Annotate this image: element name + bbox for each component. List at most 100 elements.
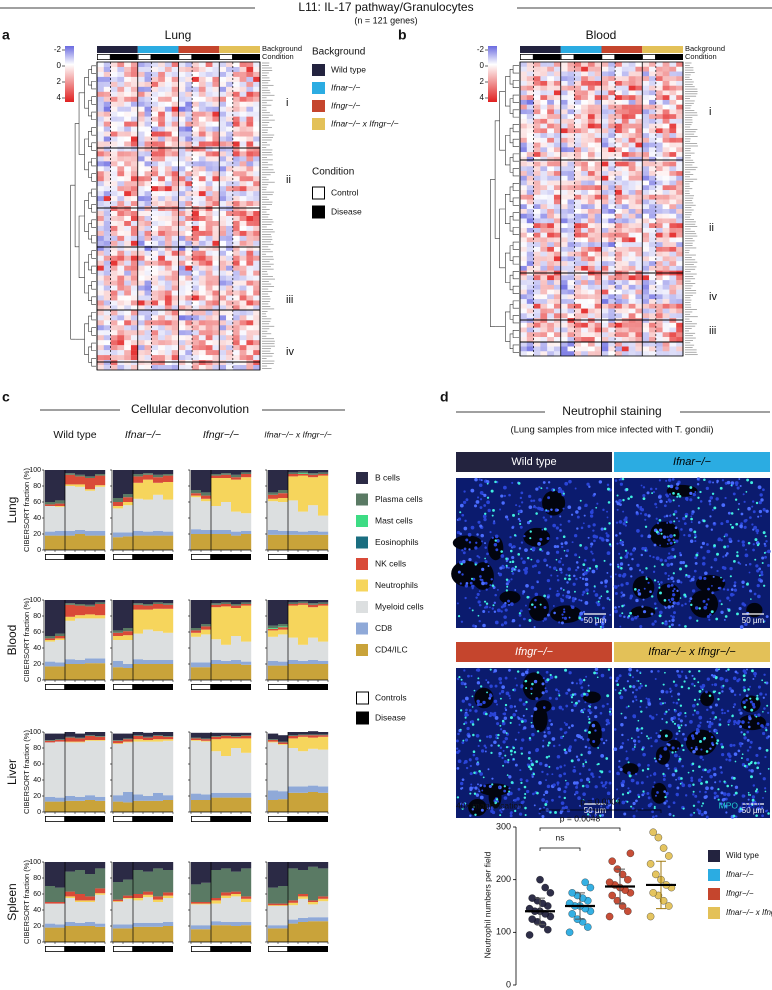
micrograph-nucleus — [528, 505, 533, 510]
heatmap-cell — [676, 199, 684, 205]
heatmap-cell — [533, 265, 541, 271]
heatmap-cell — [110, 141, 118, 147]
heatmap-cell — [144, 181, 152, 187]
heatmap-cell — [608, 156, 616, 162]
heatmap-cell — [676, 194, 684, 200]
stacked-segment — [133, 609, 144, 634]
heatmap-cell — [560, 232, 568, 238]
stacked-segment — [133, 604, 144, 610]
heatmap-cell — [137, 330, 145, 336]
micrograph-nucleus — [457, 570, 461, 574]
heatmap-cell — [615, 166, 623, 172]
micrograph-nucleus — [537, 571, 541, 575]
heatmap-cell — [601, 256, 609, 262]
heatmap-cell — [553, 185, 561, 191]
micrograph-nucleus — [583, 514, 586, 517]
heatmap-cell — [185, 315, 193, 321]
heatmap-cell — [587, 280, 595, 286]
stacked-segment — [153, 735, 164, 736]
heatmap-cell — [151, 171, 159, 177]
stacked-segment — [221, 862, 232, 869]
heatmap-cell — [226, 250, 234, 256]
heatmap-cell — [553, 251, 561, 257]
stacked-segment — [231, 792, 242, 798]
heatmap-cell — [198, 166, 206, 172]
micrograph-nucleus — [510, 602, 514, 607]
heatmap-cell — [608, 128, 616, 134]
stacked-segment — [308, 530, 319, 535]
heatmap-cell — [594, 71, 602, 77]
heatmap-cell — [649, 337, 657, 342]
stacked-segment — [278, 905, 289, 906]
heatmap-cell — [253, 265, 261, 271]
heatmap-cell — [246, 220, 254, 227]
heatmap-cell — [171, 230, 179, 237]
tissue-label: Liver — [5, 759, 19, 785]
heatmap-cell — [635, 209, 643, 214]
heatmap-cell — [178, 335, 186, 341]
heatmap-cell — [628, 128, 636, 134]
heatmap-cell — [662, 346, 670, 352]
stacked-segment — [85, 735, 96, 736]
heatmap-cell — [540, 275, 548, 281]
heatmap-cell — [171, 355, 179, 361]
micrograph-nucleus — [550, 508, 553, 511]
heatmap-cell — [635, 341, 643, 347]
heatmap-cell — [628, 351, 636, 357]
heatmap-cell — [117, 106, 125, 112]
heatmap-cell — [567, 242, 575, 248]
heatmap-cell — [608, 85, 616, 91]
stacked-segment — [221, 602, 232, 604]
dendrogram — [512, 271, 519, 280]
micrograph-void — [523, 527, 551, 547]
heatmap-cell — [520, 299, 527, 305]
dendrogram — [91, 173, 96, 182]
heatmap-cell — [574, 199, 582, 205]
heatmap-cell — [171, 250, 179, 256]
micrograph-nucleus — [565, 554, 568, 558]
heatmap-cell — [239, 156, 247, 162]
heatmap-cell — [97, 201, 104, 207]
heatmap-cell — [130, 355, 138, 361]
heatmap — [520, 62, 684, 357]
dendrogram — [509, 245, 514, 261]
heatmap-cell — [655, 256, 663, 262]
heatmap-cell — [151, 345, 159, 351]
heatmap-cell — [594, 147, 602, 153]
heatmap-cell — [103, 220, 111, 227]
heatmap-cell — [110, 310, 118, 316]
heatmap-cell — [219, 201, 227, 207]
micrograph-nucleus — [507, 599, 510, 603]
heatmap-cell — [110, 136, 118, 142]
heatmap-cell — [205, 206, 213, 212]
heatmap-cell — [253, 106, 261, 112]
heatmap-cell — [540, 147, 548, 153]
heatmap-cell — [642, 294, 650, 300]
heatmap-cell — [158, 146, 166, 152]
heatmap-cell — [151, 146, 159, 152]
heatmap-cell — [130, 86, 138, 93]
dendrogram — [91, 188, 96, 198]
stacked-segment — [268, 739, 279, 740]
heatmap-cell — [151, 250, 159, 256]
stacked-segment — [221, 895, 232, 898]
heatmap-cell — [594, 237, 602, 243]
background-track — [178, 46, 220, 53]
heatmap-cell — [533, 322, 541, 328]
heatmap-cell — [587, 351, 595, 357]
y-axis-label: CIBERSORT fraction (%) — [22, 730, 31, 814]
heatmap-cell — [526, 204, 534, 210]
stacked-segment — [113, 498, 124, 502]
heatmap-cell — [171, 86, 179, 93]
heatmap-cell — [587, 251, 595, 257]
heatmap-cell — [171, 121, 179, 127]
heatmap-cell — [110, 62, 118, 68]
stacked-segment — [268, 625, 279, 628]
heatmap-cell — [526, 351, 534, 357]
heatmap-cell — [642, 275, 650, 281]
heatmap-cell — [103, 91, 111, 97]
heatmap-cell — [178, 295, 186, 301]
stacked-segment — [288, 732, 299, 736]
stacked-segment — [278, 624, 289, 627]
heatmap-cell — [540, 80, 548, 86]
